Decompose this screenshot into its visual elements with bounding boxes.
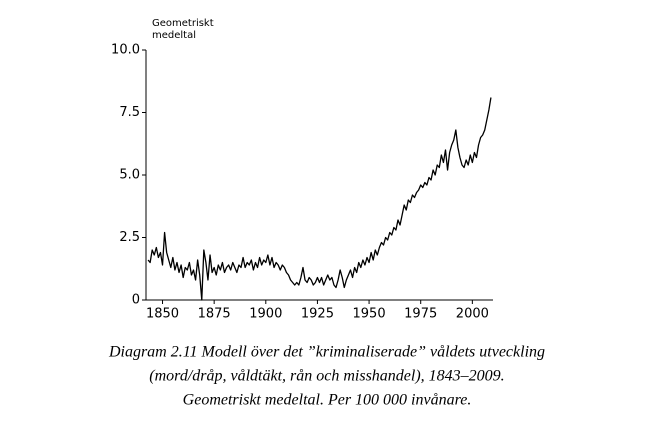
x-tick-label: 1950 xyxy=(353,307,386,322)
caption: Diagram 2.11 Modell över det ”kriminalis… xyxy=(108,344,545,361)
y-tick-label: 10.0 xyxy=(111,43,140,58)
y-tick-label: 0 xyxy=(132,293,140,308)
y-axis-label: medeltal xyxy=(152,30,196,41)
y-tick-label: 5.0 xyxy=(119,168,140,183)
y-axis-label: Geometriskt xyxy=(152,18,214,29)
x-tick-label: 1925 xyxy=(301,307,334,322)
y-tick-label: 2.5 xyxy=(119,230,140,245)
x-tick-label: 2000 xyxy=(456,307,489,322)
caption: Geometriskt medeltal. Per 100 000 invåna… xyxy=(183,392,472,409)
x-tick-label: 1850 xyxy=(146,307,179,322)
x-tick-label: 1975 xyxy=(404,307,437,322)
y-tick-label: 7.5 xyxy=(119,105,140,120)
data-line xyxy=(147,97,492,301)
x-tick-label: 1875 xyxy=(198,307,231,322)
caption: (mord/dråp, våldtäkt, rån och misshandel… xyxy=(149,368,504,385)
x-tick-label: 1900 xyxy=(249,307,282,322)
